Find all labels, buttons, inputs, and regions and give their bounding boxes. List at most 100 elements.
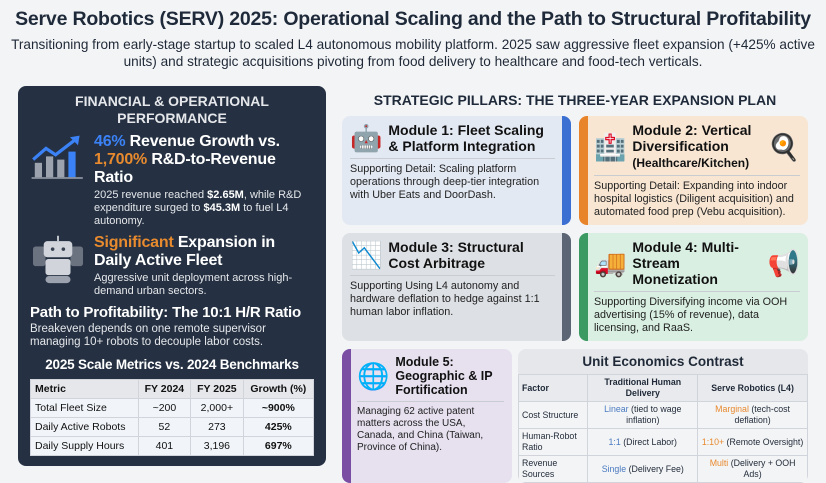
text: , while R&D expenditure surged to: [94, 189, 302, 214]
text: (Remote Oversight): [724, 436, 804, 447]
divider: [350, 158, 555, 159]
module-3-card: 📉 Module 3: Structural Cost Arbitrage Sup…: [342, 233, 571, 341]
table-row: Daily Supply Hours 401 3,196 697%: [30, 436, 315, 456]
table-row: Total Fleet Size ~200 2,000+ ~900%: [30, 398, 315, 418]
table-row: Daily Active Robots 52 273 425%: [30, 417, 315, 437]
module-header: 📉 Module 3: Structural Cost Arbitrage: [350, 239, 555, 271]
cell: 52: [137, 417, 192, 437]
divider: [350, 275, 555, 276]
module-title: Module 3: Structural Cost Arbitrage: [388, 239, 524, 271]
divider: [594, 291, 800, 292]
text: (tied to wage inflation): [626, 404, 682, 425]
text: 2025 revenue reached: [94, 189, 208, 201]
kitchen-icon: 🍳: [767, 131, 800, 162]
cell: 1:10+ (Remote Oversight): [697, 428, 808, 456]
cell: Multi (Delivery + OOH Ads): [697, 455, 808, 483]
column-header: Growth (%): [242, 379, 315, 399]
column-header: Metric: [30, 379, 139, 399]
revenue-text: 46% Revenue Growth vs. 1,700% R&D-to-Rev…: [94, 133, 314, 228]
headline-text: R&D-to-Revenue Ratio: [94, 151, 276, 186]
revenue-headline: 46% Revenue Growth vs. 1,700% R&D-to-Rev…: [94, 133, 314, 187]
revenue-growth-value: 46%: [94, 133, 126, 150]
column-header: FY 2025: [190, 379, 244, 399]
cell: Human-Robot Ratio: [518, 428, 589, 456]
cell: 273: [190, 417, 244, 437]
highlight: Marginal: [715, 404, 749, 414]
highlight: Linear: [604, 404, 629, 414]
module-1-card: 🤖 Module 1: Fleet Scaling & Platform Inte…: [342, 116, 571, 225]
module-subtitle: (Healthcare/Kitchen): [632, 156, 750, 170]
revenue-block: 46% Revenue Growth vs. 1,700% R&D-to-Rev…: [30, 133, 314, 228]
headline-text: Expansion in: [173, 234, 276, 251]
cell: Linear (tied to wage inflation): [587, 401, 699, 429]
revenue-description: 2025 revenue reached $2.65M, while R&D e…: [94, 189, 314, 228]
fleet-block: Significant Expansion in Daily Active Fle…: [30, 234, 314, 298]
column-header: Traditional Human Delivery: [587, 374, 699, 402]
module-detail: Supporting Using L4 autonomy and hardwar…: [350, 280, 540, 318]
profitability-heading: Path to Profitability: The 10:1 H/R Rati…: [30, 304, 301, 321]
unit-economics-panel: Unit Economics Contrast Factor Traditiona…: [518, 349, 808, 483]
unit-economics-table: Factor Traditional Human Delivery Serve Ro…: [518, 374, 808, 483]
column-header: FY 2024: [137, 379, 192, 399]
fleet-text: Significant Expansion in Daily Active Fle…: [94, 234, 314, 298]
cell: 3,196: [190, 436, 244, 456]
cell: Daily Supply Hours: [30, 436, 139, 456]
module-2-card: 🏥 Module 2: Vertical Diversification (Heal…: [579, 116, 808, 225]
cell: Total Fleet Size: [30, 398, 139, 418]
revenue-value: $2.65M: [207, 189, 244, 201]
cell: Single (Delivery Fee): [587, 455, 699, 483]
table-header-row: Metric FY 2024 FY 2025 Growth (%): [30, 379, 315, 399]
modules-grid: 🤖 Module 1: Fleet Scaling & Platform Inte…: [342, 116, 808, 341]
advertising-screen-icon: 📢: [767, 248, 800, 278]
text: (tech-cost deflation): [734, 404, 790, 425]
divider: [357, 401, 504, 402]
highlight: Multi: [709, 458, 729, 468]
module-5-card: 🌐 Module 5: Geographic & IP Fortification…: [342, 349, 512, 483]
robot-fleet-icon: [33, 235, 83, 284]
pillars-heading: STRATEGIC PILLARS: THE THREE-YEAR EXPANS…: [373, 92, 777, 108]
module-header: 🚚 Module 4: Multi-Stream Monetization 📢: [594, 239, 800, 287]
cell: 2,000+: [190, 398, 244, 418]
module-detail: Supporting Detail: Scaling platform oper…: [350, 163, 540, 201]
cell: Daily Active Robots: [30, 417, 139, 437]
cell: 401: [137, 436, 192, 456]
module-detail: Supporting Diversifying income via OOH a…: [594, 296, 788, 334]
cell: Revenue Sources: [518, 455, 589, 483]
accent-bar: [342, 349, 351, 483]
metrics-table: Metric FY 2024 FY 2025 Growth (%) Total Fle…: [30, 379, 315, 456]
accent-bar: [579, 233, 588, 341]
text: to fuel L4 autonomy.: [94, 202, 289, 227]
module-title: Module 4: Multi-Stream Monetization: [632, 239, 739, 287]
cell: ~900%: [242, 398, 315, 418]
robot-network-icon: 🤖: [350, 123, 383, 153]
cell: ~200: [137, 398, 192, 418]
divider: [594, 175, 800, 176]
module-title: Module 1: Fleet Scaling & Platform Integ…: [388, 122, 544, 154]
page-subtitle: Transitioning from early-stage startup t…: [11, 37, 815, 69]
robot-cost-decline-icon: 📉: [350, 240, 383, 270]
cell: 425%: [242, 417, 315, 437]
module-detail: Managing 62 active patent matters across…: [357, 406, 484, 453]
profitability-description: Breakeven depends on one remote supervis…: [30, 323, 266, 348]
highlight: Significant: [94, 234, 174, 251]
growth-chart-icon: [31, 135, 83, 179]
panel-heading: FINANCIAL & OPERATIONAL PERFORMANCE: [75, 93, 269, 126]
module-title: Module 5: Geographic & IP Fortification: [395, 355, 493, 397]
title-text: Module 2: Vertical Diversification: [632, 122, 752, 154]
fleet-headline: Significant Expansion in Daily Active Fle…: [94, 234, 314, 270]
cell: 1:1 (Direct Labor): [587, 428, 699, 456]
delivery-truck-icon: 🚚: [594, 248, 627, 278]
unit-economics-title: Unit Economics Contrast: [582, 354, 744, 369]
cell: Marginal (tech-cost deflation): [697, 401, 808, 429]
module-title: Module 2: Vertical Diversification (Healt…: [632, 122, 761, 171]
fleet-description: Aggressive unit deployment across high-d…: [94, 272, 293, 297]
module-header: 🤖 Module 1: Fleet Scaling & Platform Inte…: [350, 122, 555, 154]
headline-text: Revenue Growth vs.: [125, 133, 280, 150]
rd-value: $45.3M: [203, 202, 241, 214]
page-title: Serve Robotics (SERV) 2025: Operational …: [15, 8, 811, 30]
bottom-row: 🌐 Module 5: Geographic & IP Fortification…: [342, 349, 808, 483]
hospital-icon: 🏥: [594, 131, 627, 162]
module-header: 🌐 Module 5: Geographic & IP Fortification: [357, 355, 504, 397]
text: (Delivery Fee): [626, 463, 684, 474]
headline-text: Daily Active Fleet: [94, 252, 223, 269]
